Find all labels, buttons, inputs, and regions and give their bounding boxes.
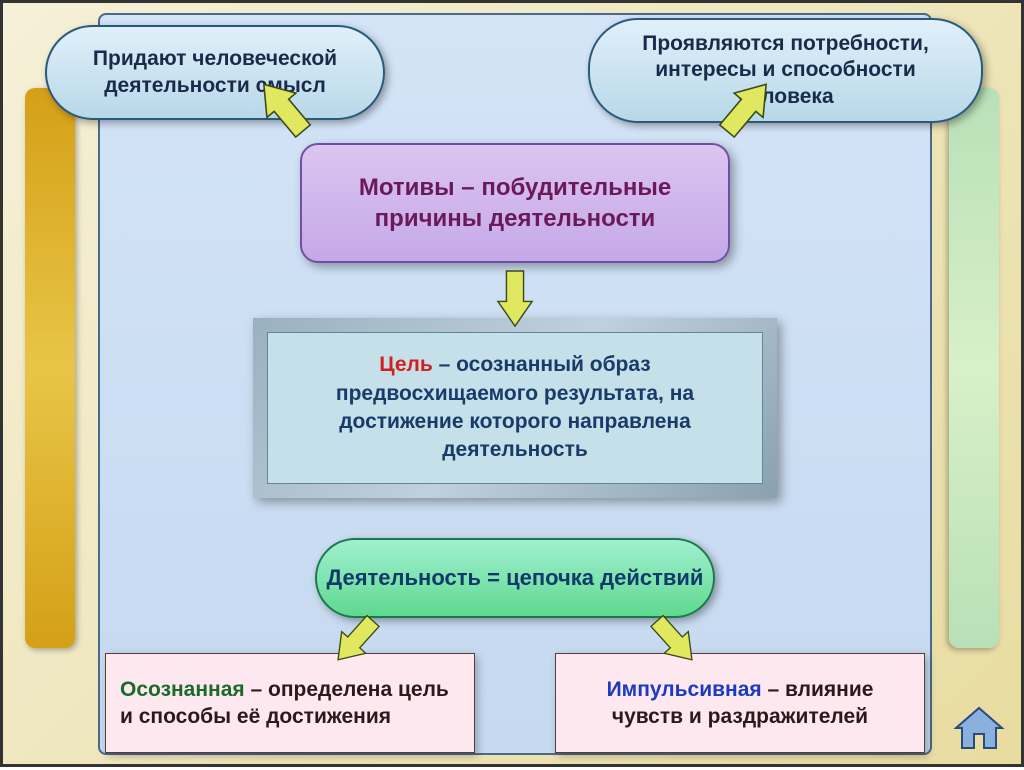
arrow-chain-to-conscious — [326, 610, 385, 670]
arrows-layer — [3, 3, 1024, 770]
outer-frame: Придают человеческой деятельности смысл … — [0, 0, 1024, 767]
arrow-motives-to-needs — [713, 72, 781, 143]
arrow-chain-to-impulsive — [645, 610, 704, 670]
arrow-motives-to-goal — [498, 271, 532, 326]
arrow-motives-to-meaning — [249, 72, 317, 143]
home-icon[interactable] — [952, 704, 1006, 752]
